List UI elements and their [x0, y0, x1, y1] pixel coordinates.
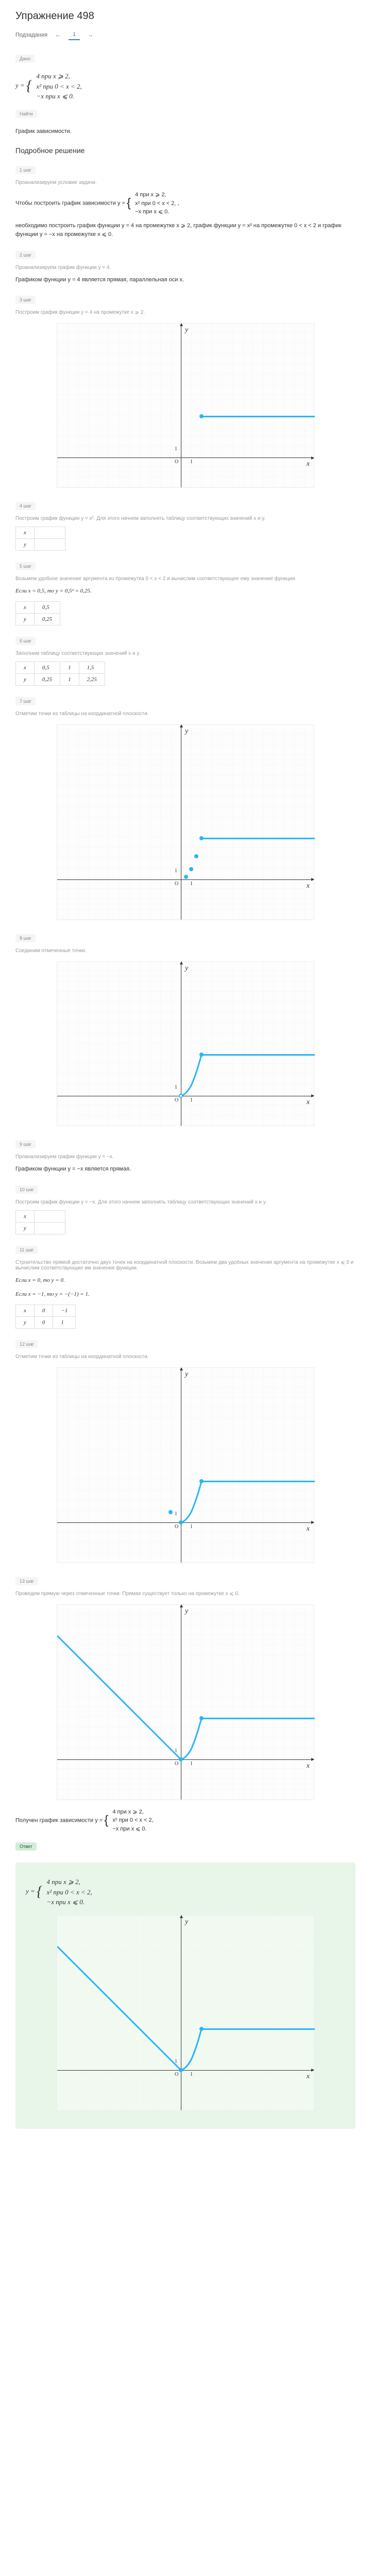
step6-desc: Заполним таблицу соответствующих значени…: [15, 651, 356, 656]
subtask-nav: Подзадания ← 1 →: [15, 30, 356, 40]
step4-desc: Построим график функции y = x². Для этог…: [15, 516, 356, 521]
nav-prev[interactable]: ←: [55, 32, 61, 38]
step5-calc: Если x = 0,5, то y = 0,5² = 0,25.: [15, 587, 356, 596]
step9-text: Графиком функции y = −x является прямая.: [15, 1165, 356, 1174]
final-text: Получен график зависимости y = { 4 при x…: [15, 1808, 356, 1834]
step5-desc: Возьмем удобное значение аргумента из пр…: [15, 576, 356, 582]
step6-label: 6 шаг: [15, 637, 36, 645]
graph-step12: y x O 1 1: [57, 1367, 314, 1563]
step1-text2: необходимо построить график функции y = …: [15, 222, 356, 240]
find-text: График зависимости.: [15, 127, 356, 137]
step9-desc: Проанализируем график функции y = −x.: [15, 1154, 356, 1160]
step11-calc2: Если x = −1, то y = −(−1) = 1.: [15, 1290, 356, 1299]
table-step10: x y: [15, 1210, 65, 1234]
step13-label: 13 шаг: [15, 1577, 38, 1585]
step4-label: 4 шаг: [15, 502, 36, 510]
step3-label: 3 шаг: [15, 296, 36, 304]
step7-desc: Отметим точки из таблицы на координатной…: [15, 711, 356, 717]
step11-label: 11 шаг: [15, 1246, 38, 1254]
given-label: Дано: [15, 55, 35, 63]
step2-label: 2 шаг: [15, 251, 36, 259]
nav-current[interactable]: 1: [69, 30, 80, 40]
step9-label: 9 шаг: [15, 1140, 36, 1148]
table-step6: x0,511,5 y0,2512,25: [15, 662, 105, 686]
nav-label: Подзадания: [15, 32, 47, 38]
step13-desc: Проведем прямую через отмеченные точки. …: [15, 1591, 356, 1597]
step12-label: 12 шаг: [15, 1340, 38, 1348]
step11-desc: Строительство прямой достаточно двух точ…: [15, 1260, 356, 1271]
step7-label: 7 шаг: [15, 697, 36, 705]
step10-desc: Построим график функции y = −x. Для этог…: [15, 1199, 356, 1205]
step8-desc: Соединим отмеченные точки.: [15, 948, 356, 954]
step1-desc: Проанализируем условие задачи.: [15, 180, 356, 185]
step1-label: 1 шаг: [15, 166, 36, 174]
graph-step3: y x O 1 1: [57, 323, 314, 488]
graph-step13: y x O 1 1: [57, 1604, 314, 1800]
page-title: Упражнение 498: [15, 10, 356, 22]
step11-calc1: Если x = 0, то y = 0.: [15, 1276, 356, 1285]
table-step11: x0−1 y01: [15, 1304, 76, 1329]
table-step5: x0,5 y0,25: [15, 601, 60, 625]
answer-box: y = { 4 при x ⩾ 2, x² при 0 < x < 2, −x …: [15, 1862, 356, 2129]
graph-answer: y x O 1 1: [57, 1915, 314, 2111]
graph-step8: y x O 1 1: [57, 961, 314, 1126]
given-formula: y = { 4 при x ⩾ 2, x² при 0 < x < 2, −x …: [15, 71, 356, 101]
table-step4: x y: [15, 527, 65, 551]
step10-label: 10 шаг: [15, 1185, 38, 1194]
step2-desc: Проанализируем график функции y = 4.: [15, 265, 356, 270]
nav-next[interactable]: →: [88, 32, 93, 38]
step5-label: 5 шаг: [15, 562, 36, 570]
find-label: Найти: [15, 110, 37, 118]
graph-step7: y x O 1 1: [57, 724, 314, 920]
solution-title: Подробное решение: [15, 146, 356, 155]
step12-desc: Отметим точки из таблицы на координатной…: [15, 1354, 356, 1360]
answer-label: Ответ: [15, 1842, 37, 1851]
step2-text: Графиком функции y = 4 является прямая, …: [15, 276, 356, 285]
step1-text: Чтобы построить график зависимости y = {…: [15, 191, 356, 216]
step3-desc: Построим график функции y = 4 на промежу…: [15, 310, 356, 315]
